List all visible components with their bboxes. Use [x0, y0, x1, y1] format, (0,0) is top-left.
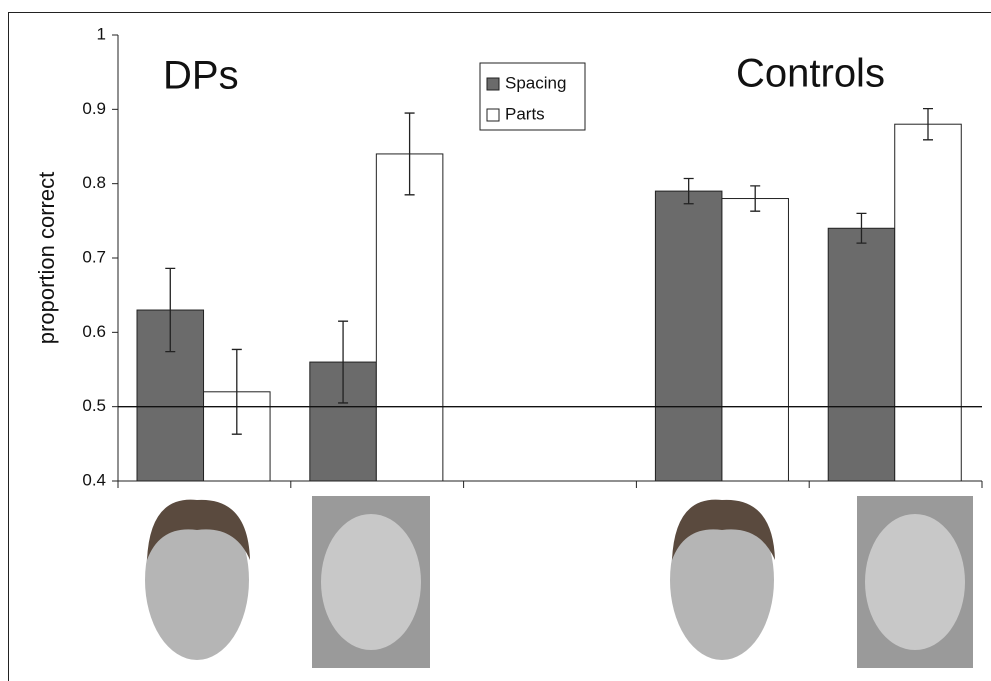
face — [865, 514, 965, 650]
error-bar — [923, 107, 933, 141]
error-bar — [338, 320, 349, 404]
legend-swatch — [486, 108, 500, 122]
legend-swatch — [486, 77, 500, 91]
y-tick-label: 0.9 — [82, 99, 106, 118]
face — [670, 500, 774, 660]
y-tick-label: 0.7 — [82, 247, 106, 266]
frame — [8, 12, 991, 681]
y-tick-label: 0.4 — [82, 470, 106, 489]
error-bar — [856, 212, 867, 244]
face-images — [145, 496, 973, 668]
bar — [827, 227, 896, 482]
error-bar — [750, 185, 761, 212]
bar — [721, 198, 789, 482]
error-bar — [165, 267, 176, 353]
error-bar — [683, 177, 694, 205]
bar — [375, 153, 444, 482]
annotation: Controls — [736, 52, 885, 96]
hair — [147, 499, 250, 560]
hair — [672, 499, 775, 560]
bar — [894, 123, 962, 482]
bar — [654, 190, 723, 482]
y-tick-label: 0.8 — [82, 173, 106, 192]
error-bar — [231, 348, 242, 435]
y-tick-label: 0.5 — [82, 396, 106, 415]
legend-label: Parts — [505, 104, 545, 123]
y-tick-label: 1 — [97, 24, 106, 43]
face — [145, 500, 249, 660]
annotation: DPs — [163, 54, 239, 98]
error-bar — [404, 112, 415, 196]
y-axis-title: proportion correct — [34, 172, 59, 344]
face — [321, 514, 421, 650]
legend-label: Spacing — [505, 73, 566, 92]
y-tick-label: 0.6 — [82, 322, 106, 341]
